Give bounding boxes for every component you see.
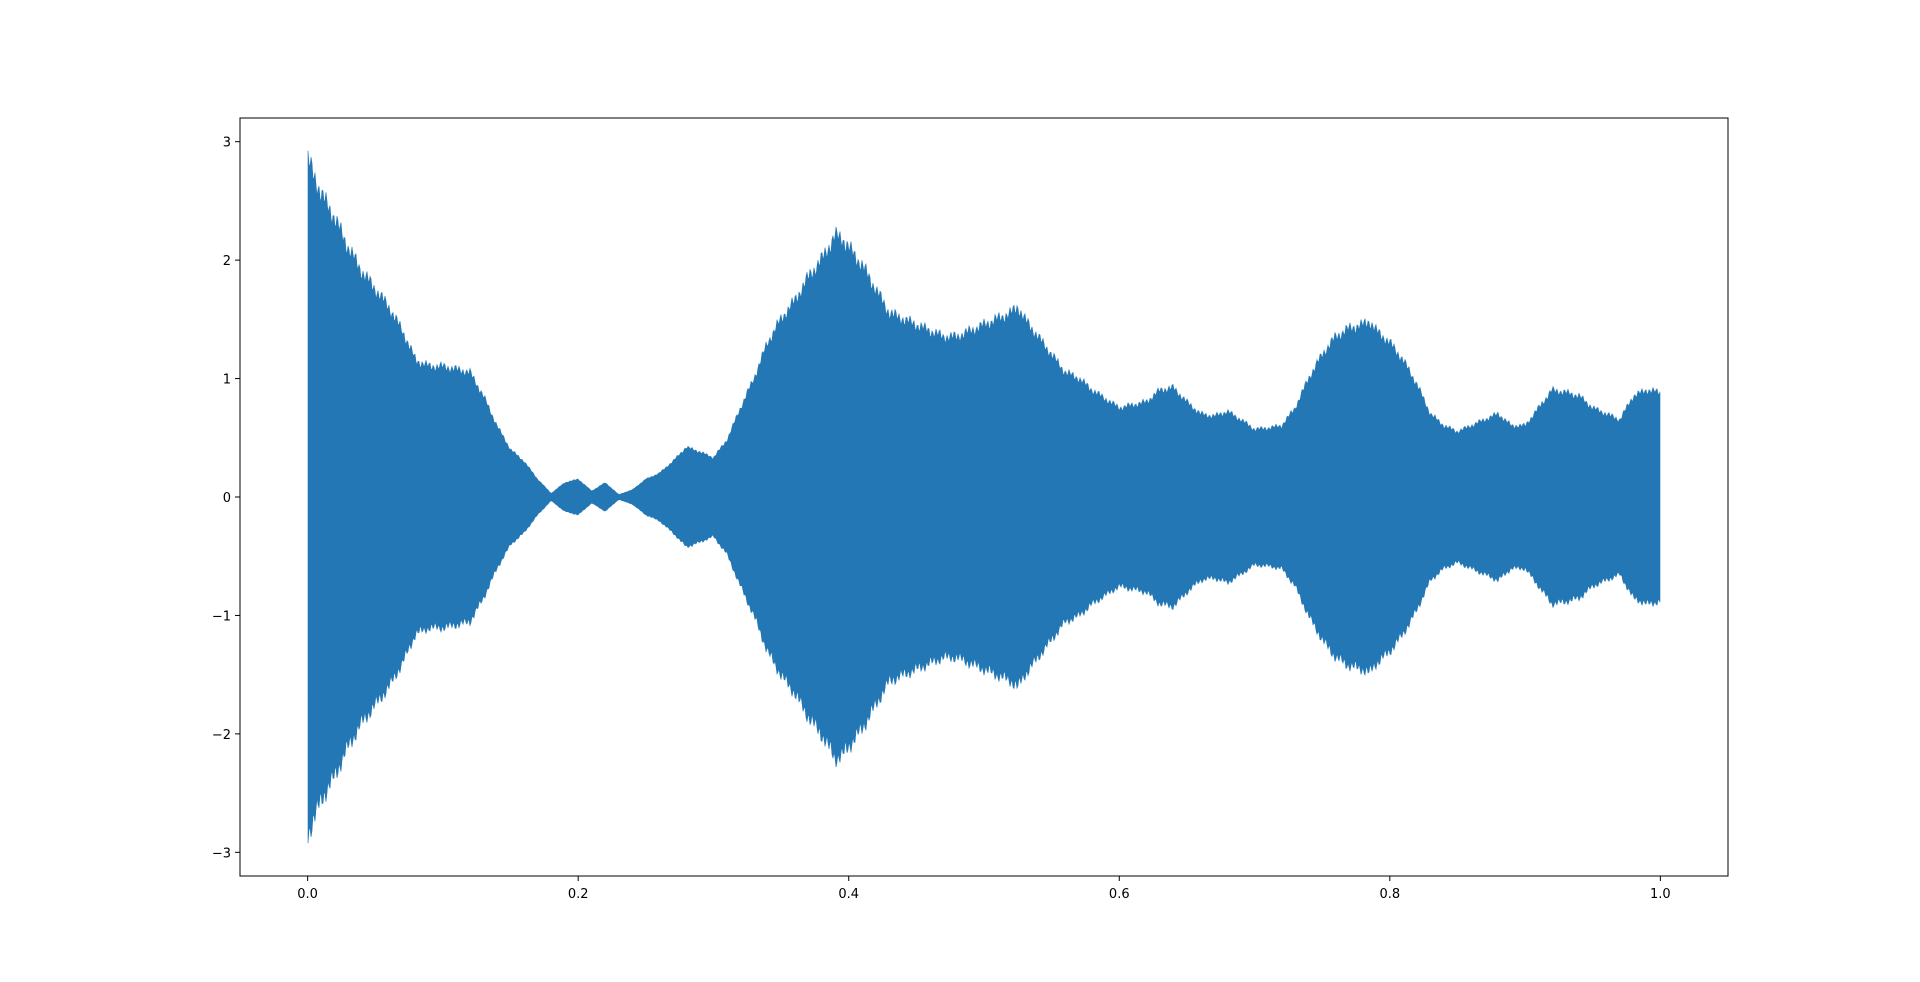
x-tick-label: 0.2 [568,887,589,902]
y-tick-label: 2 [223,254,231,269]
x-tick-label: 0.8 [1379,887,1400,902]
x-tick-label: 1.0 [1650,887,1671,902]
x-tick-label: 0.4 [838,887,859,902]
y-tick-label: −3 [212,846,231,861]
y-tick-label: −1 [212,609,231,624]
series-layer [307,150,1661,844]
x-tick-label: 0.0 [297,887,318,902]
y-tick-label: 3 [223,136,231,151]
signal-series-0 [307,150,1661,844]
y-tick-label: −2 [212,728,231,743]
y-tick-label: 1 [223,373,231,388]
y-tick-label: 0 [223,491,231,506]
ticks-layer: 0.0 0.2 0.4 0.6 0.8 1.0 −3 −2 −1 0 1 2 3 [212,136,1671,902]
x-tick-label: 0.6 [1109,887,1130,902]
